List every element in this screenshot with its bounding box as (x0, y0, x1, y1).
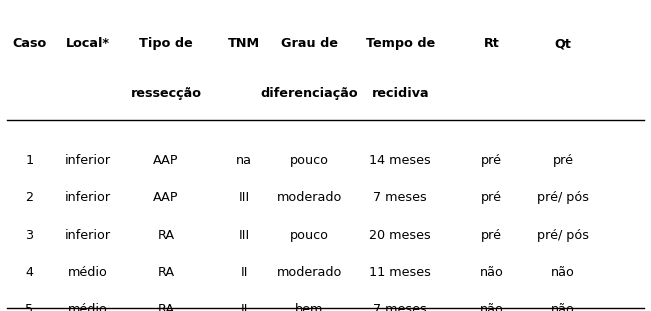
Text: 7 meses: 7 meses (374, 303, 427, 311)
Text: AAP: AAP (153, 191, 179, 204)
Text: Local*: Local* (66, 37, 110, 50)
Text: pré: pré (481, 229, 502, 242)
Text: bem: bem (295, 303, 324, 311)
Text: não: não (480, 266, 503, 279)
Text: Rt: Rt (484, 37, 499, 50)
Text: pré: pré (481, 154, 502, 167)
Text: diferenciação: diferenciação (260, 87, 358, 100)
Text: III: III (238, 229, 250, 242)
Text: inferior: inferior (65, 154, 111, 167)
Text: 3: 3 (25, 229, 33, 242)
Text: pré/ pós: pré/ pós (537, 191, 589, 204)
Text: Qt: Qt (555, 37, 572, 50)
Text: II: II (240, 303, 248, 311)
Text: médio: médio (68, 266, 108, 279)
Text: 1: 1 (25, 154, 33, 167)
Text: 14 meses: 14 meses (370, 154, 431, 167)
Text: RA: RA (158, 266, 174, 279)
Text: pré: pré (481, 191, 502, 204)
Text: RA: RA (158, 229, 174, 242)
Text: pouco: pouco (290, 229, 329, 242)
Text: moderado: moderado (277, 266, 342, 279)
Text: Tipo de: Tipo de (139, 37, 193, 50)
Text: Caso: Caso (12, 37, 46, 50)
Text: Tempo de: Tempo de (366, 37, 435, 50)
Text: RA: RA (158, 303, 174, 311)
Text: pré/ pós: pré/ pós (537, 229, 589, 242)
Text: 4: 4 (25, 266, 33, 279)
Text: 20 meses: 20 meses (370, 229, 431, 242)
Text: moderado: moderado (277, 191, 342, 204)
Text: ressecção: ressecção (130, 87, 202, 100)
Text: Grau de: Grau de (281, 37, 338, 50)
Text: 2: 2 (25, 191, 33, 204)
Text: pré: pré (553, 154, 574, 167)
Text: III: III (238, 191, 250, 204)
Text: pouco: pouco (290, 154, 329, 167)
Text: II: II (240, 266, 248, 279)
Text: não: não (480, 303, 503, 311)
Text: médio: médio (68, 303, 108, 311)
Text: 7 meses: 7 meses (374, 191, 427, 204)
Text: não: não (551, 303, 575, 311)
Text: inferior: inferior (65, 191, 111, 204)
Text: TNM: TNM (228, 37, 260, 50)
Text: recidiva: recidiva (372, 87, 429, 100)
Text: não: não (551, 266, 575, 279)
Text: 11 meses: 11 meses (369, 266, 432, 279)
Text: AAP: AAP (153, 154, 179, 167)
Text: inferior: inferior (65, 229, 111, 242)
Text: na: na (236, 154, 252, 167)
Text: 5: 5 (25, 303, 33, 311)
